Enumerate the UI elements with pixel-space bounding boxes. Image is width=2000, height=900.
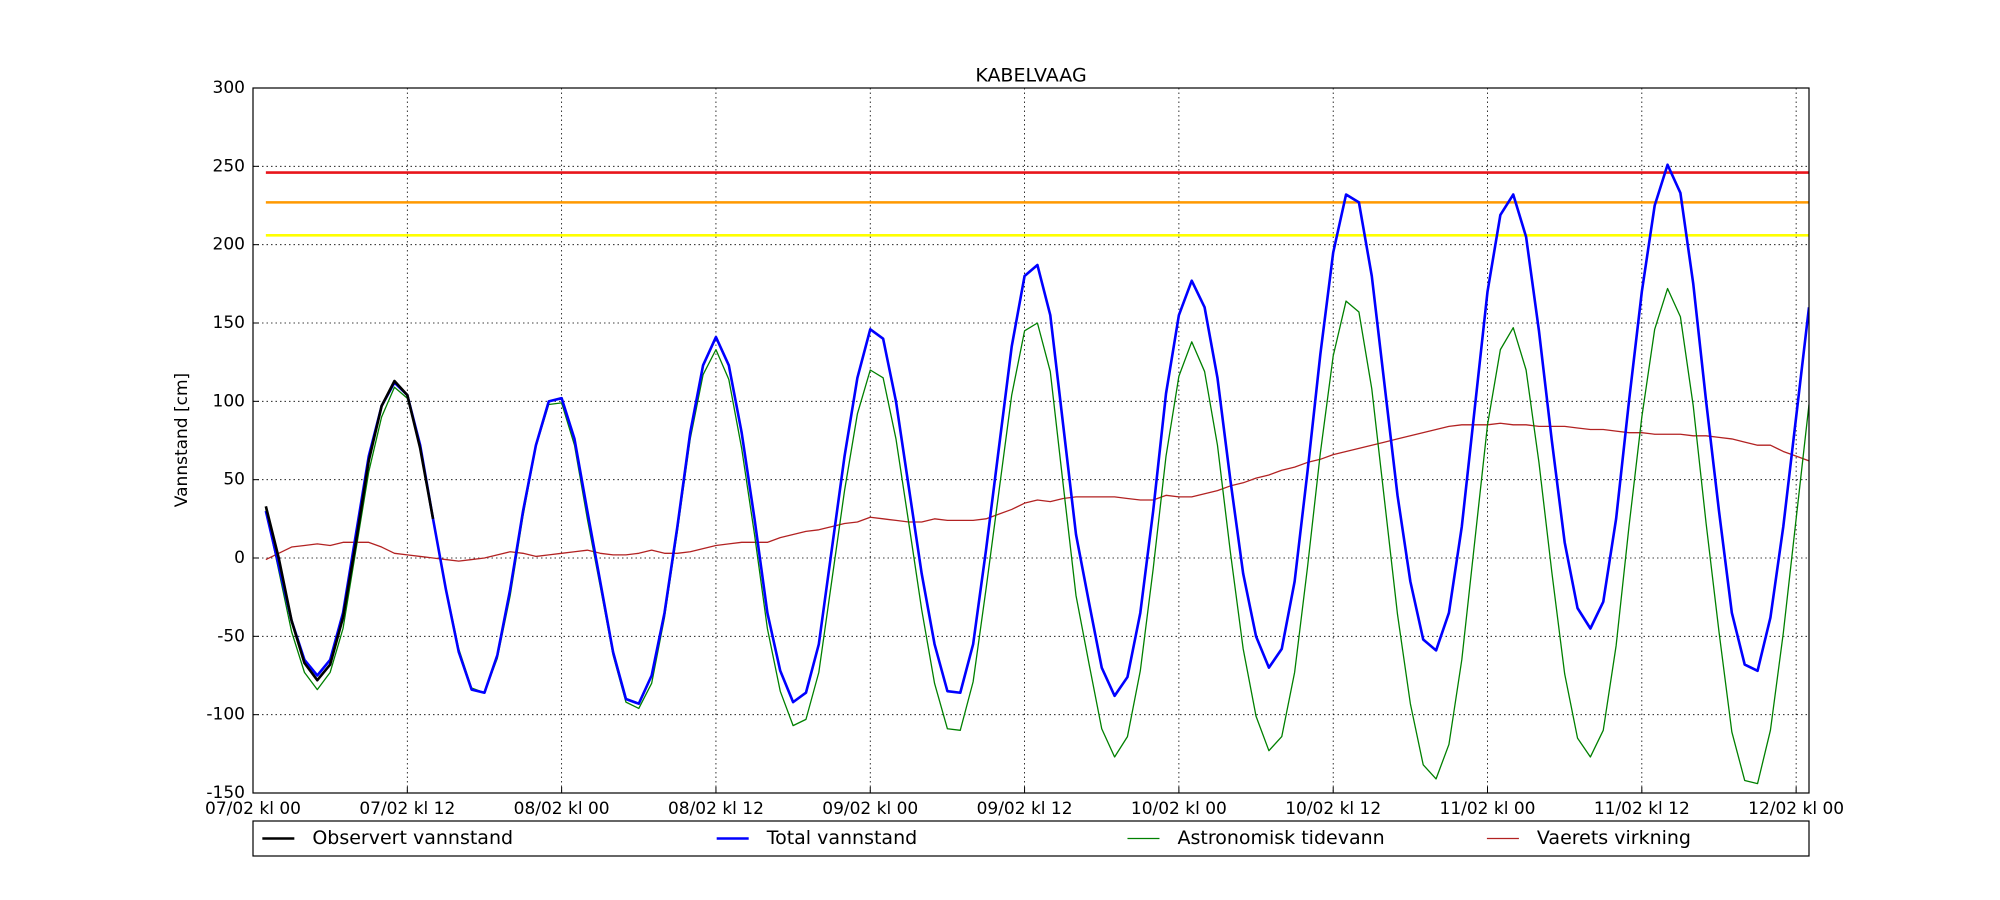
- x-tick-label: 09/02 kl 12: [977, 799, 1073, 819]
- legend-box: [252, 820, 1810, 857]
- x-tick-label: 10/02 kl 00: [1131, 799, 1227, 819]
- series-line: [264, 379, 435, 682]
- y-tick-label: -150: [206, 783, 245, 803]
- y-tick-label: 200: [213, 235, 245, 255]
- y-tick-label: 100: [213, 391, 245, 411]
- plot-frame: [252, 87, 1810, 794]
- x-tick-label: 10/02 kl 12: [1285, 799, 1381, 819]
- series-line: [265, 422, 1809, 562]
- y-tick-label: 0: [234, 548, 245, 568]
- chart-title: KABELVAAG: [975, 65, 1086, 87]
- series-line: [264, 163, 1809, 705]
- y-tick-label: -50: [217, 626, 245, 646]
- legend-label: Vaerets virkning: [1537, 827, 1691, 849]
- legend-label: Astronomisk tidevann: [1177, 827, 1384, 849]
- y-tick-label: 300: [213, 78, 245, 98]
- x-tick-label: 07/02 kl 00: [205, 799, 301, 819]
- x-tick-label: 08/02 kl 12: [668, 799, 764, 819]
- x-tick-label: 09/02 kl 00: [822, 799, 918, 819]
- x-tick-label: 07/02 kl 12: [359, 799, 455, 819]
- y-tick-label: 250: [213, 156, 245, 176]
- x-tick-label: 11/02 kl 12: [1594, 799, 1690, 819]
- series-line: [265, 287, 1809, 785]
- x-tick-label: 08/02 kl 00: [514, 799, 610, 819]
- legend-label: Total vannstand: [766, 827, 917, 849]
- y-tick-label: 150: [213, 313, 245, 333]
- x-tick-label: 11/02 kl 00: [1440, 799, 1536, 819]
- x-tick-label: 12/02 kl 00: [1748, 799, 1844, 819]
- y-tick-label: -100: [206, 705, 245, 725]
- legend-label: Observert vannstand: [312, 827, 513, 849]
- y-axis-label: Vannstand [cm]: [172, 373, 192, 507]
- y-tick-label: 50: [223, 470, 245, 490]
